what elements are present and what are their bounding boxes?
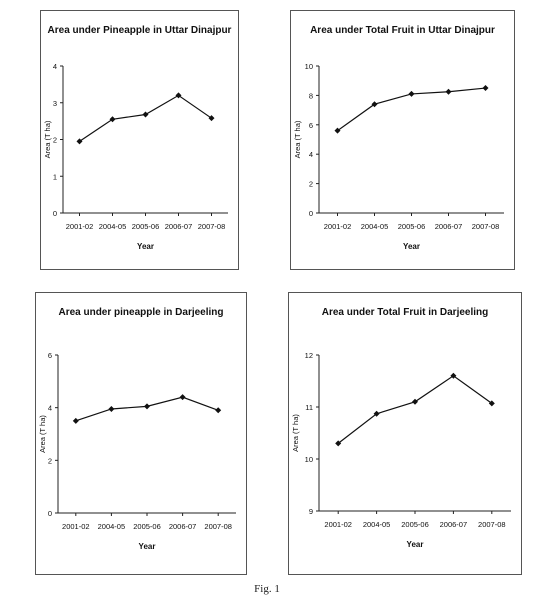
data-point-marker bbox=[408, 90, 415, 97]
y-tick-label: 2 bbox=[53, 136, 57, 145]
data-point-marker bbox=[335, 440, 342, 447]
y-tick-label: 8 bbox=[309, 91, 313, 100]
x-tick-label: 2001-02 bbox=[324, 520, 352, 529]
data-point-marker bbox=[450, 372, 457, 379]
x-tick-label: 2007-08 bbox=[478, 520, 506, 529]
y-tick-label: 2 bbox=[48, 456, 52, 465]
y-tick-label: 4 bbox=[53, 62, 57, 71]
data-point-marker bbox=[208, 115, 215, 122]
chart-svg-1: Area under Pineapple in Uttar Dinajpur 0 1… bbox=[43, 25, 232, 251]
data-point-marker bbox=[488, 400, 495, 407]
x-tick-label: 2006-07 bbox=[169, 522, 197, 531]
chart-panel-1: Area under Pineapple in Uttar Dinajpur 0 1… bbox=[40, 10, 239, 270]
x-tick-label: 2005-06 bbox=[398, 222, 426, 231]
x-axis-label: Year bbox=[137, 242, 154, 251]
y-tick-label: 3 bbox=[53, 99, 57, 108]
chart-title: Area under Pineapple in Uttar Dinajpur bbox=[48, 25, 232, 36]
x-tick-label: 2004-05 bbox=[363, 520, 391, 529]
data-point-marker bbox=[109, 116, 116, 123]
y-axis-label: Area (T ha) bbox=[291, 414, 300, 452]
chart-title: Area under Total Fruit in Darjeeling bbox=[322, 307, 489, 318]
y-tick-label: 0 bbox=[48, 509, 52, 518]
x-axis-label: Year bbox=[139, 542, 156, 551]
y-tick-label: 6 bbox=[309, 121, 313, 130]
data-point-marker bbox=[412, 398, 418, 405]
data-point-marker bbox=[142, 111, 149, 118]
y-tick-label: 2 bbox=[309, 180, 313, 189]
x-tick-label: 2006-07 bbox=[165, 222, 193, 231]
data-point-marker bbox=[482, 85, 489, 92]
series-line bbox=[79, 94, 212, 142]
x-tick-label: 2007-08 bbox=[204, 522, 232, 531]
data-point-marker bbox=[179, 394, 186, 401]
x-tick-label: 2004-05 bbox=[99, 222, 127, 231]
chart-svg-2: Area under Total Fruit in Uttar Dinajpur… bbox=[293, 25, 504, 251]
y-axis-label: Area (T ha) bbox=[43, 120, 52, 158]
x-axis-label: Year bbox=[407, 540, 424, 549]
x-tick-label: 2005-06 bbox=[133, 522, 161, 531]
y-tick-label: 10 bbox=[305, 62, 313, 71]
x-tick-label: 2007-08 bbox=[472, 222, 500, 231]
y-tick-label: 11 bbox=[305, 403, 313, 412]
y-tick-label: 0 bbox=[53, 209, 57, 218]
y-tick-label: 6 bbox=[48, 351, 52, 360]
y-tick-label: 9 bbox=[309, 507, 313, 516]
data-point-marker bbox=[175, 92, 182, 99]
y-axis-label: Area (T ha) bbox=[38, 415, 47, 453]
y-tick-label: 10 bbox=[305, 455, 313, 464]
y-axis-label: Area (T ha) bbox=[293, 120, 302, 158]
x-tick-label: 2004-05 bbox=[361, 222, 389, 231]
data-point-marker bbox=[76, 138, 83, 145]
y-tick-label: 1 bbox=[53, 172, 57, 181]
series-line bbox=[337, 375, 493, 444]
x-tick-label: 2001-02 bbox=[62, 522, 90, 531]
chart-panel-2: Area under Total Fruit in Uttar Dinajpur… bbox=[290, 10, 515, 270]
x-axis-label: Year bbox=[403, 242, 420, 251]
chart-panel-4: Area under Total Fruit in Darjeeling 9 10 1… bbox=[288, 292, 522, 575]
data-point-marker bbox=[445, 88, 452, 95]
x-tick-label: 2006-07 bbox=[435, 222, 463, 231]
figure-caption: Fig. 1 bbox=[254, 583, 280, 595]
x-tick-label: 2001-02 bbox=[324, 222, 352, 231]
chart-svg-3: Area under pineapple in Darjeeling 0 2 4 6 20… bbox=[38, 307, 236, 551]
chart-panel-3: Area under pineapple in Darjeeling 0 2 4 6 20… bbox=[35, 292, 247, 575]
y-tick-label: 12 bbox=[305, 351, 313, 360]
data-point-marker bbox=[108, 405, 115, 412]
data-point-marker bbox=[373, 410, 380, 417]
data-point-marker bbox=[371, 101, 378, 108]
x-tick-label: 2005-06 bbox=[401, 520, 429, 529]
data-point-marker bbox=[144, 403, 150, 410]
data-point-marker bbox=[72, 417, 79, 424]
y-tick-label: 4 bbox=[48, 404, 52, 413]
chart-title: Area under Total Fruit in Uttar Dinajpur bbox=[310, 25, 495, 36]
chart-title: Area under pineapple in Darjeeling bbox=[58, 307, 223, 318]
x-tick-label: 2004-05 bbox=[98, 522, 126, 531]
x-tick-label: 2007-08 bbox=[198, 222, 226, 231]
x-tick-label: 2006-07 bbox=[440, 520, 468, 529]
x-tick-label: 2005-06 bbox=[132, 222, 160, 231]
y-tick-label: 4 bbox=[309, 150, 313, 159]
data-point-marker bbox=[215, 407, 222, 414]
y-tick-label: 0 bbox=[309, 209, 313, 218]
chart-svg-4: Area under Total Fruit in Darjeeling 9 10 1… bbox=[291, 307, 511, 549]
x-tick-label: 2001-02 bbox=[66, 222, 94, 231]
